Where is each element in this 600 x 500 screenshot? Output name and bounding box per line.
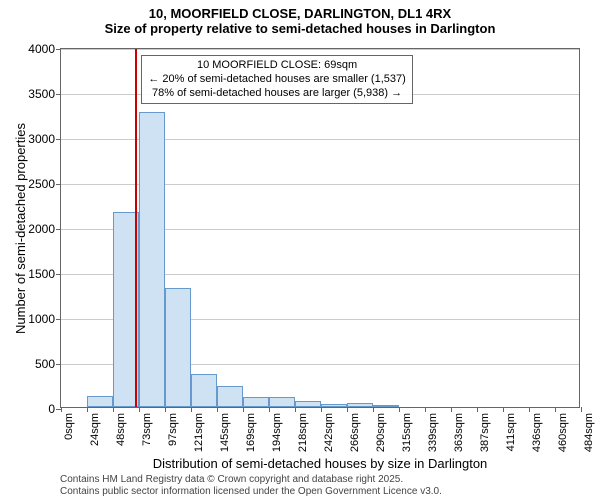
x-tick-label: 266sqm bbox=[349, 413, 361, 452]
annotation-box: 10 MOORFIELD CLOSE: 69sqm← 20% of semi-d… bbox=[141, 55, 412, 104]
y-tick-mark bbox=[56, 94, 61, 95]
y-axis-label: Number of semi-detached properties bbox=[13, 123, 28, 334]
x-tick-mark bbox=[269, 407, 270, 412]
annotation-line: ← 20% of semi-detached houses are smalle… bbox=[148, 73, 405, 87]
x-tick-mark bbox=[581, 407, 582, 412]
histogram-bar bbox=[217, 386, 243, 407]
histogram-bar bbox=[243, 397, 269, 407]
x-tick-label: 484sqm bbox=[583, 413, 595, 452]
x-tick-label: 363sqm bbox=[453, 413, 465, 452]
x-tick-label: 48sqm bbox=[115, 413, 127, 446]
x-tick-label: 387sqm bbox=[479, 413, 491, 452]
chart-container: 10, MOORFIELD CLOSE, DARLINGTON, DL1 4RX… bbox=[0, 0, 600, 500]
x-tick-mark bbox=[139, 407, 140, 412]
x-tick-label: 315sqm bbox=[401, 413, 413, 452]
plot-area: 050010001500200025003000350040000sqm24sq… bbox=[60, 48, 580, 408]
x-tick-label: 411sqm bbox=[505, 413, 517, 451]
footnote-line1: Contains HM Land Registry data © Crown c… bbox=[60, 474, 442, 486]
y-tick-mark bbox=[56, 49, 61, 50]
x-axis-label: Distribution of semi-detached houses by … bbox=[60, 456, 580, 471]
footnote: Contains HM Land Registry data © Crown c… bbox=[60, 474, 442, 498]
x-tick-mark bbox=[555, 407, 556, 412]
annotation-line: 78% of semi-detached houses are larger (… bbox=[148, 87, 405, 101]
chart-title-line2: Size of property relative to semi-detach… bbox=[0, 21, 600, 40]
x-tick-label: 218sqm bbox=[297, 413, 309, 452]
y-tick-mark bbox=[56, 229, 61, 230]
chart-title-line1: 10, MOORFIELD CLOSE, DARLINGTON, DL1 4RX bbox=[0, 0, 600, 21]
x-tick-label: 97sqm bbox=[167, 413, 179, 446]
histogram-bar bbox=[87, 396, 113, 407]
x-tick-label: 290sqm bbox=[375, 413, 387, 452]
histogram-bar bbox=[139, 112, 165, 407]
histogram-bar bbox=[347, 403, 373, 407]
x-tick-mark bbox=[243, 407, 244, 412]
histogram-bar bbox=[373, 405, 399, 407]
x-tick-mark bbox=[477, 407, 478, 412]
y-tick-mark bbox=[56, 139, 61, 140]
x-tick-mark bbox=[451, 407, 452, 412]
x-tick-label: 460sqm bbox=[557, 413, 569, 452]
y-tick-mark bbox=[56, 274, 61, 275]
annotation-line: 10 MOORFIELD CLOSE: 69sqm bbox=[148, 59, 405, 73]
x-tick-label: 169sqm bbox=[245, 413, 257, 452]
x-tick-mark bbox=[217, 407, 218, 412]
x-tick-mark bbox=[503, 407, 504, 412]
x-tick-label: 73sqm bbox=[141, 413, 153, 446]
x-tick-mark bbox=[113, 407, 114, 412]
y-axis-label-container: Number of semi-detached properties bbox=[12, 48, 28, 408]
x-tick-label: 339sqm bbox=[427, 413, 439, 452]
plot-outer: 050010001500200025003000350040000sqm24sq… bbox=[60, 48, 580, 408]
histogram-bar bbox=[269, 397, 295, 407]
x-tick-mark bbox=[321, 407, 322, 412]
footnote-line2: Contains public sector information licen… bbox=[60, 486, 442, 498]
x-tick-mark bbox=[87, 407, 88, 412]
x-tick-label: 194sqm bbox=[271, 413, 283, 452]
y-tick-mark bbox=[56, 319, 61, 320]
x-tick-mark bbox=[61, 407, 62, 412]
histogram-bar bbox=[295, 401, 321, 407]
y-tick-mark bbox=[56, 184, 61, 185]
histogram-bar bbox=[321, 404, 347, 407]
x-tick-mark bbox=[425, 407, 426, 412]
y-tick-mark bbox=[56, 364, 61, 365]
x-tick-mark bbox=[347, 407, 348, 412]
histogram-bar bbox=[165, 288, 191, 407]
histogram-bar bbox=[191, 374, 217, 407]
x-tick-label: 436sqm bbox=[531, 413, 543, 452]
x-tick-mark bbox=[191, 407, 192, 412]
x-tick-mark bbox=[399, 407, 400, 412]
x-tick-label: 242sqm bbox=[323, 413, 335, 452]
x-tick-label: 24sqm bbox=[89, 413, 101, 446]
x-tick-mark bbox=[165, 407, 166, 412]
x-tick-mark bbox=[295, 407, 296, 412]
x-tick-label: 0sqm bbox=[63, 413, 75, 440]
x-tick-mark bbox=[373, 407, 374, 412]
gridline bbox=[61, 49, 579, 50]
x-tick-label: 145sqm bbox=[219, 413, 231, 452]
reference-line bbox=[135, 49, 137, 407]
x-tick-mark bbox=[529, 407, 530, 412]
x-tick-label: 121sqm bbox=[193, 413, 205, 452]
